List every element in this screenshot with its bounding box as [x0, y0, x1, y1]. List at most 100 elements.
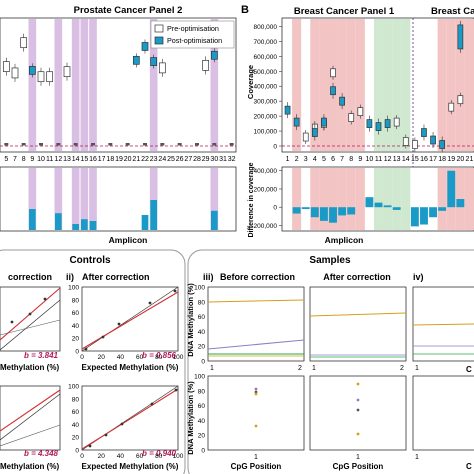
diff-bar-23 — [150, 200, 157, 230]
post-box-5 — [321, 117, 327, 127]
baseline-marker-24 — [160, 143, 165, 146]
pre-box-8 — [20, 37, 28, 49]
breast-diff-bar-4 — [310, 207, 319, 218]
red-region-bottom-4 — [310, 168, 320, 230]
prostate-bottom-xlabel: Amplicon — [109, 235, 148, 245]
breast-ytick-label-3: 300,000 — [254, 99, 278, 106]
prostate-xtick-20: 20 — [124, 156, 132, 163]
samples-ylabel-top: DNA Methylation (%) — [186, 283, 195, 357]
pre-box-11 — [46, 71, 54, 83]
pre-box-29 — [202, 60, 210, 71]
breast-xtick-12: 12 — [384, 156, 392, 163]
breast-diff-bar-7 — [338, 207, 347, 216]
legend-pre-label: Pre-optimisation — [167, 24, 219, 33]
breast-ylabel: Coverage — [246, 65, 255, 99]
samples-ytick-1-0: 100 — [194, 374, 205, 381]
prostate-xtick-11: 11 — [46, 156, 53, 163]
green-region-14 — [401, 19, 411, 151]
breast-ytick-label-4: 400,000 — [254, 84, 278, 91]
prostate-xtick-5: 5 — [4, 156, 8, 163]
ctrl-xtick-0-2: 40 — [117, 354, 125, 361]
prostate-xtick-14: 14 — [72, 156, 80, 163]
prostate-bottom-highlights — [28, 168, 219, 230]
green-region-11 — [373, 19, 384, 151]
legend-box — [150, 20, 235, 49]
panel-ii-label: ii) — [66, 272, 74, 282]
ctrl-ytick-1-4: 20 — [72, 435, 80, 442]
red-region-bottom-5 — [319, 168, 329, 230]
ctrl-xtick-1-1: 20 — [98, 453, 106, 460]
samples-ytick-1-2: 60 — [198, 403, 206, 410]
breast-y2tick-label-2: 200,000 — [254, 186, 278, 193]
breast-y2tick-label-0: -200,000 — [251, 223, 277, 230]
b-value-2: b = 4.348 — [24, 449, 59, 458]
breast-ytick-label-7: 700,000 — [254, 39, 278, 46]
baseline-marker-8 — [21, 143, 26, 146]
post-box-11 — [375, 122, 382, 131]
samples-top-xtick-1-1: 1 — [312, 365, 316, 372]
samples-bottom-xtick-1-1: 1 — [356, 454, 360, 461]
controls-y-ticks: 100 80 60 40 20 0 100 80 60 40 20 0 — [68, 285, 79, 455]
prostate-xtick-17: 17 — [98, 156, 106, 163]
ctrl-plot-left-top: b = 3.841 — [0, 286, 61, 360]
baseline-marker-16 — [91, 143, 95, 146]
panel-iv-label: iv) — [413, 272, 424, 282]
breast-title: Breast Cancer Panel 1 — [294, 6, 395, 17]
highlight-band-16 — [89, 19, 97, 151]
highlight-band-bottom-15 — [80, 168, 89, 230]
breast-xtick-10: 10 — [366, 156, 374, 163]
breast-bottom-xlabel: Amplicon — [325, 235, 364, 245]
ctrl-plot-right-top: b = 0.856 — [81, 286, 179, 360]
red-region-bottom-6 — [328, 168, 338, 230]
highlight-band-12 — [54, 19, 63, 151]
breast-diff-bar-3 — [301, 207, 310, 210]
prostate-top-highlights — [28, 19, 219, 151]
breast-xtick-21: 21 — [466, 156, 474, 163]
prostate-xtick-7: 7 — [13, 156, 17, 163]
breast-diff-bar-13 — [392, 207, 401, 210]
post-box-6 — [330, 86, 336, 96]
panel-i-title: correction — [8, 272, 52, 282]
breast-ytick-label-6: 600,000 — [254, 54, 278, 61]
post-box-2 — [293, 117, 300, 127]
ctrl-ytick-1-1: 80 — [72, 396, 80, 403]
prostate-boxes — [2, 33, 234, 146]
samples-header: Samples — [309, 255, 351, 266]
prostate-difference-bars — [29, 200, 218, 230]
red-region-bottom-9 — [355, 168, 365, 230]
ctrl-xtick-1-2: 40 — [117, 453, 125, 460]
controls-header: Controls — [69, 255, 111, 266]
samples-ytick-0-0: 100 — [194, 285, 205, 292]
prostate-x-ticks: 5 7 8 9 10 11 12 13 14 15 16 17 18 19 20 21 22 23 24 25 26 27… — [4, 156, 235, 163]
ctrl-xtick-1-5: 100 — [173, 453, 184, 460]
highlight-band-bottom-16 — [89, 168, 97, 230]
diff-bar-15 — [81, 219, 88, 230]
red-region-9 — [355, 19, 365, 151]
prostate-xtick-32: 32 — [228, 156, 236, 163]
prostate-xtick-15: 15 — [80, 156, 88, 163]
highlight-band-bottom-30 — [210, 168, 219, 230]
breast-panel: B Breast Cancer Panel 1 Breast Ca Covera… — [241, 4, 474, 245]
breast-ytick-label-5: 500,000 — [254, 69, 278, 76]
prostate-xtick-21: 21 — [132, 156, 140, 163]
breast-xtick-6: 6 — [331, 156, 335, 163]
ctrl-left-xlabel-top: Methylation (%) — [0, 363, 59, 372]
pre-box-5 — [2, 61, 10, 72]
samples-top-xtick-1-0: 1 — [210, 365, 214, 372]
samples-ytick-1-1: 80 — [198, 388, 206, 395]
red-region-2 — [292, 19, 302, 151]
pre-box-8 — [348, 113, 355, 122]
samples-bottom-xtick-1-0: 1 — [254, 454, 258, 461]
samples-iv-xtick-1: 1 — [415, 365, 419, 372]
highlight-band-9 — [28, 19, 37, 151]
panel-iii-title: Before correction — [220, 272, 295, 282]
samples-after-top — [309, 286, 407, 362]
prostate-xtick-30: 30 — [210, 156, 218, 163]
b-value-4: b = 0.940 — [142, 449, 177, 458]
prostate-xtick-31: 31 — [219, 156, 227, 163]
ctrl-ytick-1-0: 100 — [68, 384, 79, 391]
ctrl-left-xlabel-bottom: Methylation (%) — [0, 462, 59, 471]
baseline-marker-28 — [195, 143, 199, 146]
pre-box-13 — [393, 117, 400, 127]
highlight-band-23 — [149, 19, 158, 151]
